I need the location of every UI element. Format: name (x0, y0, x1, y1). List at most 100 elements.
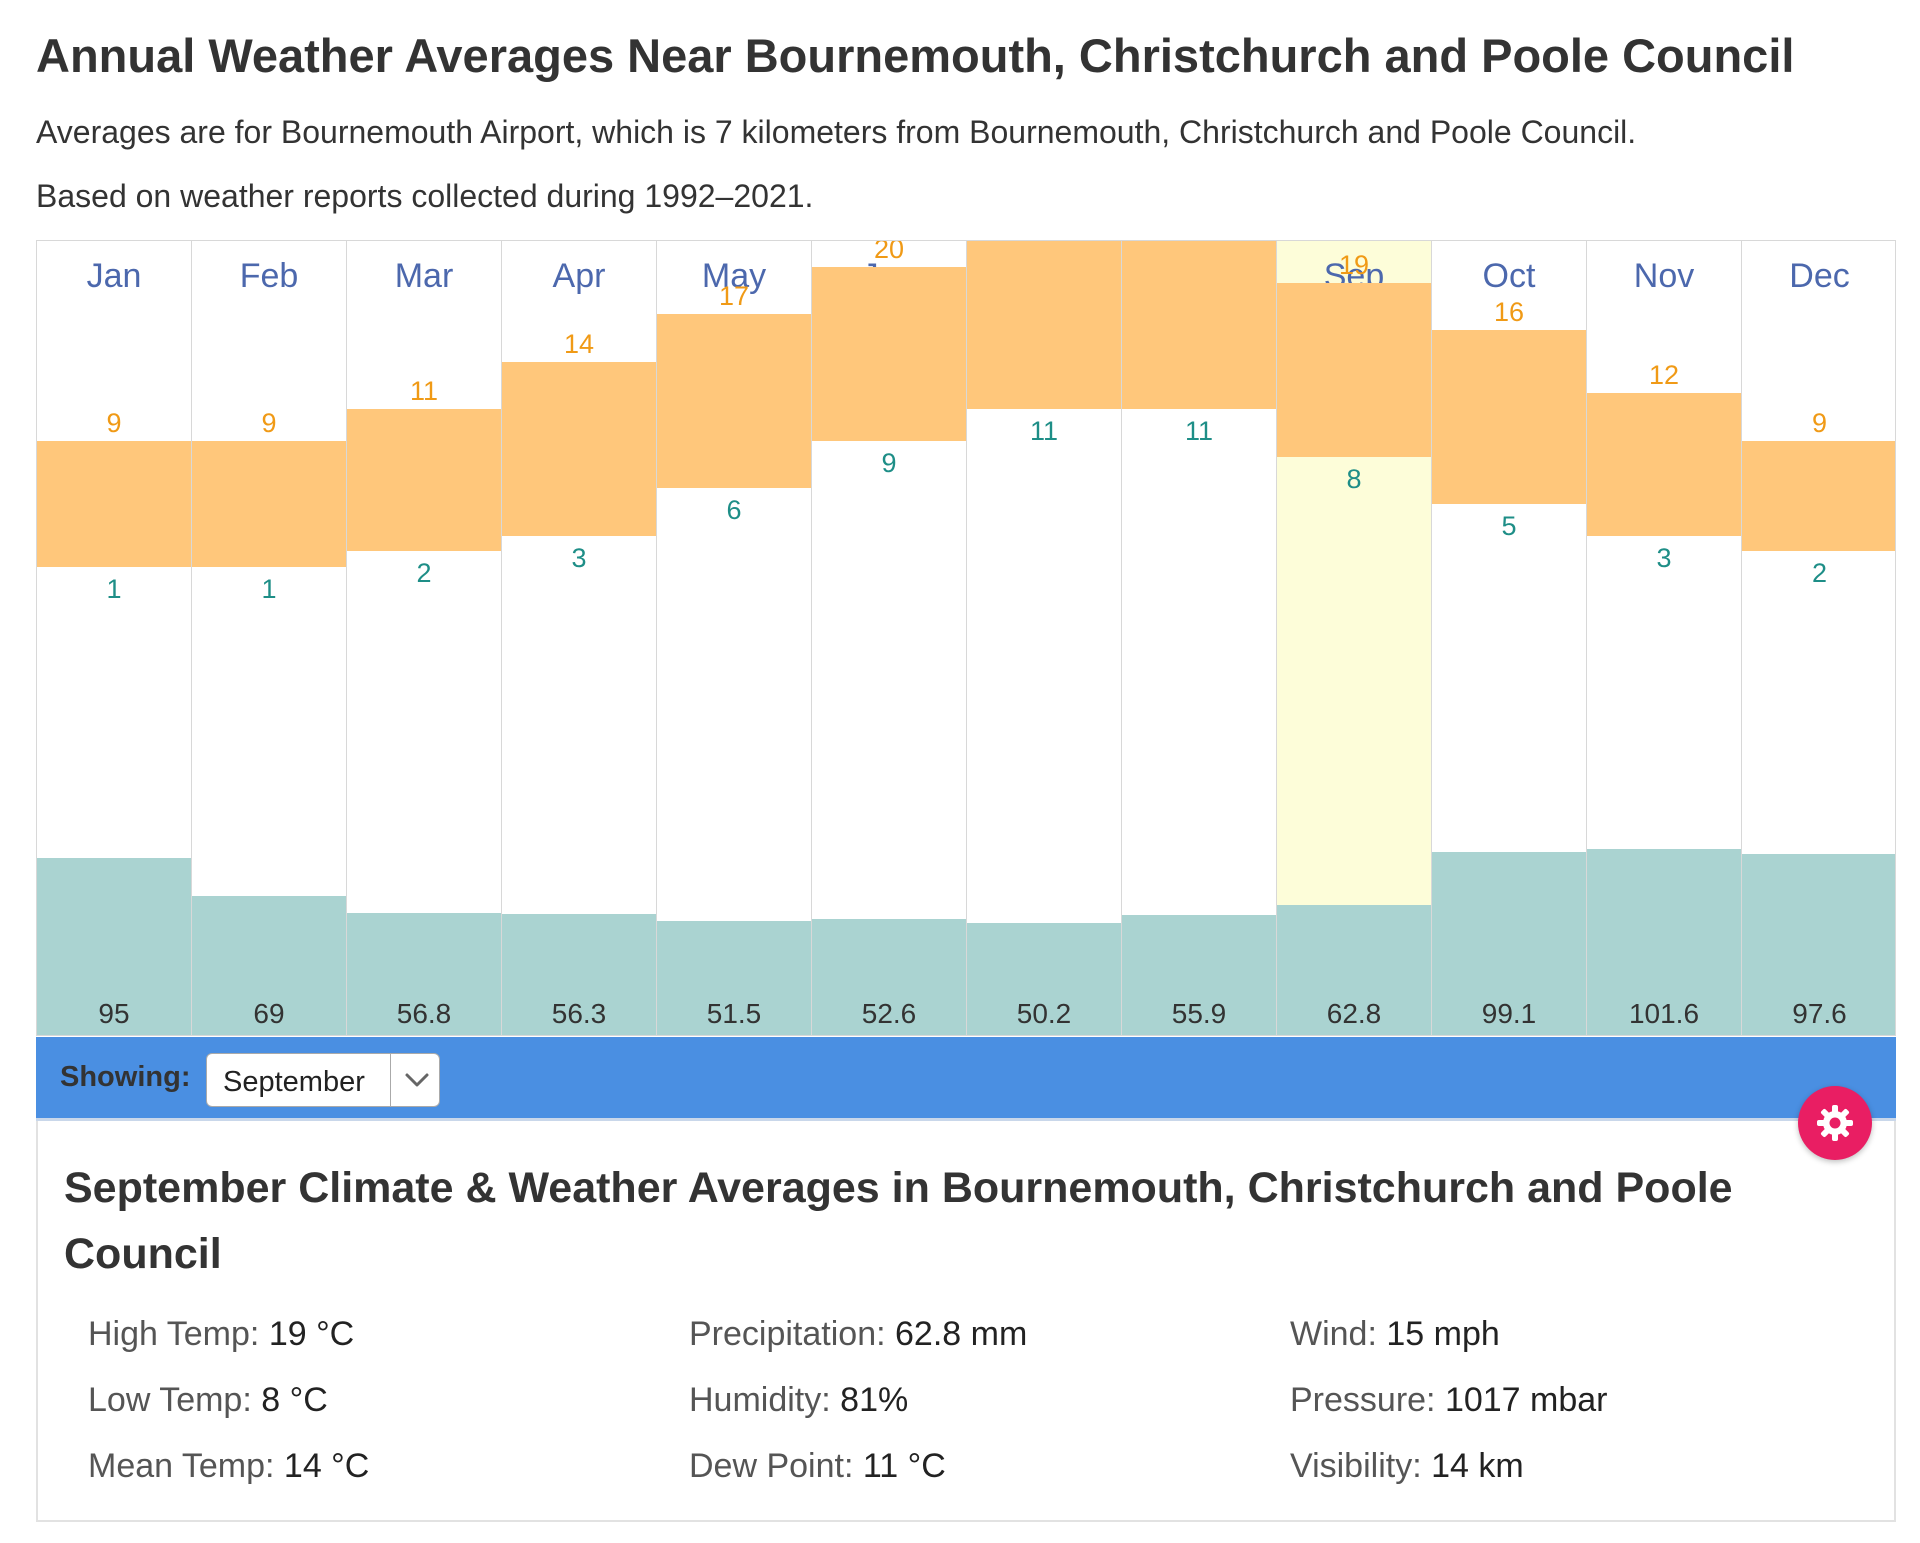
precipitation-bar (1742, 854, 1895, 1035)
stat-humidity: Humidity: 81% (689, 1381, 909, 1419)
month-column-jun[interactable]: Jun20952.6 (812, 240, 967, 1035)
low-temp-label: 9 (881, 447, 897, 478)
month-column-mar[interactable]: Mar 11 2 56.8 (347, 241, 502, 1035)
month-label: Feb (239, 257, 299, 295)
low-temp-label: 3 (571, 542, 587, 573)
temp-range-bar (192, 440, 346, 568)
precipitation-label: 101.6 (1628, 998, 1700, 1029)
month-column-dec[interactable]: Dec 9 2 97.6 (1742, 241, 1895, 1035)
month-column-jul[interactable]: Jul221150.2 (967, 241, 1122, 1035)
temp-range-bar (37, 440, 191, 568)
precipitation-bar (967, 922, 1121, 1035)
precipitation-bar (812, 919, 966, 1035)
low-temp-label: 11 (1184, 416, 1214, 447)
stats-column-moisture: Precipitation: 62.8 mm Humidity: 81% Dew… (689, 1315, 1027, 1513)
stat-visibility: Visibility: 14 km (1290, 1447, 1524, 1485)
high-temp-label: 17 (718, 281, 750, 312)
high-temp-label: 20 (873, 240, 905, 264)
precipitation-label: 55.9 (1171, 998, 1227, 1029)
low-temp-label: 2 (1811, 558, 1828, 589)
month-select[interactable]: September (206, 1053, 440, 1107)
month-column-apr[interactable]: Apr 14 3 56.3 (502, 241, 657, 1035)
month-label: May (701, 257, 767, 295)
month-label: Mar (394, 257, 454, 295)
precipitation-label: 62.8 (1326, 998, 1382, 1029)
temp-range-bar (812, 267, 966, 441)
temp-range-bar (502, 361, 656, 536)
low-temp-label: 6 (726, 495, 742, 526)
high-temp-label: 9 (106, 407, 122, 438)
select-divider (390, 1054, 391, 1106)
low-temp-label: 2 (416, 558, 432, 589)
precipitation-label: 51.5 (706, 998, 762, 1029)
stats-column-atmosphere: Wind: 15 mph Pressure: 1017 mbar Visibil… (1290, 1315, 1608, 1513)
high-temp-label: 9 (261, 407, 277, 438)
month-column-feb[interactable]: Feb 9 1 69 (192, 241, 347, 1035)
precipitation-bar (502, 913, 656, 1035)
month-label: Jan (86, 257, 142, 295)
temp-range-bar (1122, 241, 1276, 410)
stat-precipitation: Precipitation: 62.8 mm (689, 1315, 1028, 1353)
month-label: Apr (552, 257, 606, 295)
precipitation-label: 56.3 (551, 998, 607, 1029)
precipitation-label: 56.8 (396, 998, 452, 1029)
precipitation-label: 95 (98, 998, 130, 1029)
stat-dew-point: Dew Point: 11 °C (689, 1447, 946, 1485)
precipitation-bar (347, 913, 501, 1035)
low-temp-label: 11 (1029, 416, 1059, 447)
chevron-down-icon (405, 1073, 429, 1087)
month-label: Dec (1789, 257, 1850, 295)
temp-range-bar (657, 314, 811, 489)
precipitation-label: 50.2 (1016, 998, 1072, 1029)
month-column-aug[interactable]: Aug221155.9 (1122, 241, 1277, 1035)
subtitle-location: Averages are for Bournemouth Airport, wh… (36, 114, 1637, 150)
month-label: Nov (1633, 257, 1695, 295)
showing-label: Showing: (60, 1061, 191, 1093)
month-label: Oct (1482, 257, 1536, 295)
precipitation-label: 97.6 (1792, 998, 1847, 1029)
precipitation-label: 52.6 (861, 998, 917, 1029)
temp-range-bar (967, 241, 1121, 410)
high-temp-label: 12 (1648, 360, 1680, 391)
annual-weather-chart: Jan 9 1 95 Feb 9 1 69 Mar 11 2 56.8 Apr 14 3 56.3 May 17 6… (36, 240, 1896, 1036)
high-temp-label: 9 (1811, 407, 1828, 438)
temp-range-bar (1742, 440, 1895, 552)
low-temp-label: 3 (1656, 542, 1672, 573)
month-column-nov[interactable]: Nov 12 3 101.6 (1587, 241, 1742, 1035)
low-temp-label: 8 (1346, 463, 1362, 494)
month-column-oct[interactable]: Oct 16 5 99.1 (1432, 241, 1587, 1035)
stat-wind: Wind: 15 mph (1290, 1315, 1500, 1353)
low-temp-label: 1 (106, 574, 122, 605)
high-temp-label: 14 (563, 328, 595, 359)
month-column-sep[interactable]: Sep 19 8 62.8 (1277, 241, 1432, 1035)
temp-range-bar (347, 409, 501, 552)
stat-low-temp: Low Temp: 8 °C (88, 1381, 328, 1419)
low-temp-label: 5 (1501, 511, 1517, 541)
high-temp-label: 11 (409, 376, 439, 407)
high-temp-label: 19 (1338, 249, 1370, 280)
precipitation-bar (37, 858, 191, 1035)
settings-button[interactable] (1798, 1086, 1872, 1160)
temp-range-bar (1277, 282, 1431, 457)
month-column-may[interactable]: May 17 6 51.5 (657, 241, 812, 1035)
month-selector-bar: Showing: September (36, 1037, 1896, 1121)
high-temp-label: 16 (1493, 297, 1525, 328)
stat-high-temp: High Temp: 19 °C (88, 1315, 355, 1353)
detail-title: September Climate & Weather Averages in … (64, 1164, 1733, 1278)
subtitle-period: Based on weather reports collected durin… (36, 178, 814, 214)
precipitation-bar (1587, 848, 1741, 1035)
temp-range-bar (1587, 393, 1741, 536)
precipitation-bar (657, 920, 811, 1035)
precipitation-label: 69 (253, 998, 285, 1029)
month-column-jan[interactable]: Jan 9 1 95 (37, 241, 192, 1035)
month-detail-panel: September Climate & Weather Averages in … (36, 1121, 1896, 1522)
precipitation-bar (1277, 904, 1431, 1035)
page-title: Annual Weather Averages Near Bournemouth… (36, 29, 1795, 82)
stat-mean-temp: Mean Temp: 14 °C (88, 1447, 370, 1485)
gear-icon (1817, 1105, 1853, 1141)
precipitation-bar (1432, 852, 1586, 1035)
low-temp-label: 1 (261, 574, 277, 605)
stat-pressure: Pressure: 1017 mbar (1290, 1381, 1608, 1419)
precipitation-bar (1122, 914, 1276, 1035)
temp-range-bar (1432, 330, 1586, 504)
